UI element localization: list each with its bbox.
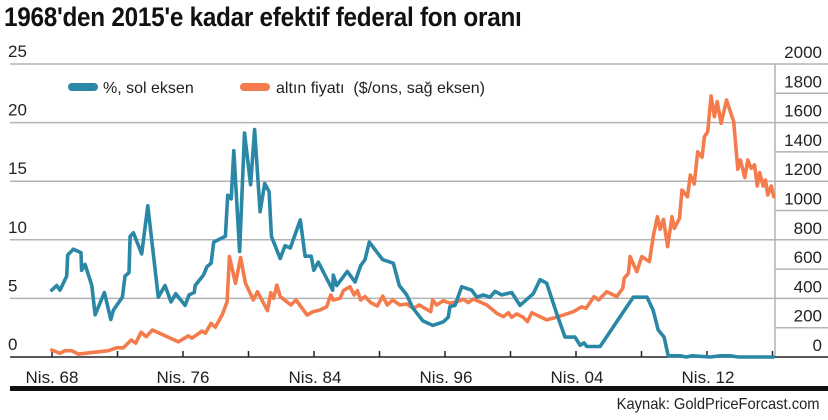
x-tick-label: Nis. 04 xyxy=(551,368,604,387)
legend-label-gold: altın fiyatı ($/ons, sağ eksen) xyxy=(276,80,485,97)
x-tick-label: Nis. 12 xyxy=(682,368,735,387)
x-tick-label: Nis. 76 xyxy=(157,368,210,387)
right-tick-label: 200 xyxy=(794,307,822,326)
left-tick-label: 5 xyxy=(8,276,17,295)
x-tick-label: Nis. 68 xyxy=(26,368,79,387)
chart-title: 1968'den 2015'e kadar efektif federal fo… xyxy=(4,2,522,32)
left-tick-label: 10 xyxy=(8,218,27,237)
right-tick-label: 600 xyxy=(794,248,822,267)
legend-label-rate: %, sol eksen xyxy=(103,80,194,97)
right-tick-label: 1400 xyxy=(784,131,822,150)
bottom-rule xyxy=(10,386,828,391)
series-layer xyxy=(49,94,776,359)
right-tick-label: 1600 xyxy=(784,102,822,121)
right-tick-label: 2000 xyxy=(784,43,822,62)
grid xyxy=(10,63,828,357)
left-tick-label: 15 xyxy=(8,159,27,178)
series-line-rate xyxy=(49,127,776,359)
x-tick-label: Nis. 96 xyxy=(420,368,473,387)
right-tick-label: 1800 xyxy=(784,72,822,91)
x-tick-label: Nis. 84 xyxy=(289,368,342,387)
legend: %, sol eksen altın fiyatı ($/ons, sağ ek… xyxy=(68,80,485,97)
right-axis: 0 200 400 600 800 1000 1200 1400 1600 1800 2000 xyxy=(784,43,822,355)
source-note: Kaynak: GoldPriceForcast.com xyxy=(617,396,820,413)
left-axis: 0 5 10 15 20 25 xyxy=(8,42,27,354)
x-axis: Nis. 68 Nis. 76 Nis. 84 Nis. 96 Nis. 04 Nis. … xyxy=(10,351,828,387)
series-line-gold xyxy=(49,94,776,356)
right-tick-label: 0 xyxy=(813,336,822,355)
left-tick-label: 25 xyxy=(8,42,27,61)
right-tick-label: 1200 xyxy=(784,160,822,179)
left-tick-label: 0 xyxy=(8,335,17,354)
right-tick-label: 1000 xyxy=(784,190,822,209)
left-tick-label: 20 xyxy=(8,101,27,120)
right-tick-label: 400 xyxy=(794,277,822,296)
right-tick-label: 800 xyxy=(794,219,822,238)
